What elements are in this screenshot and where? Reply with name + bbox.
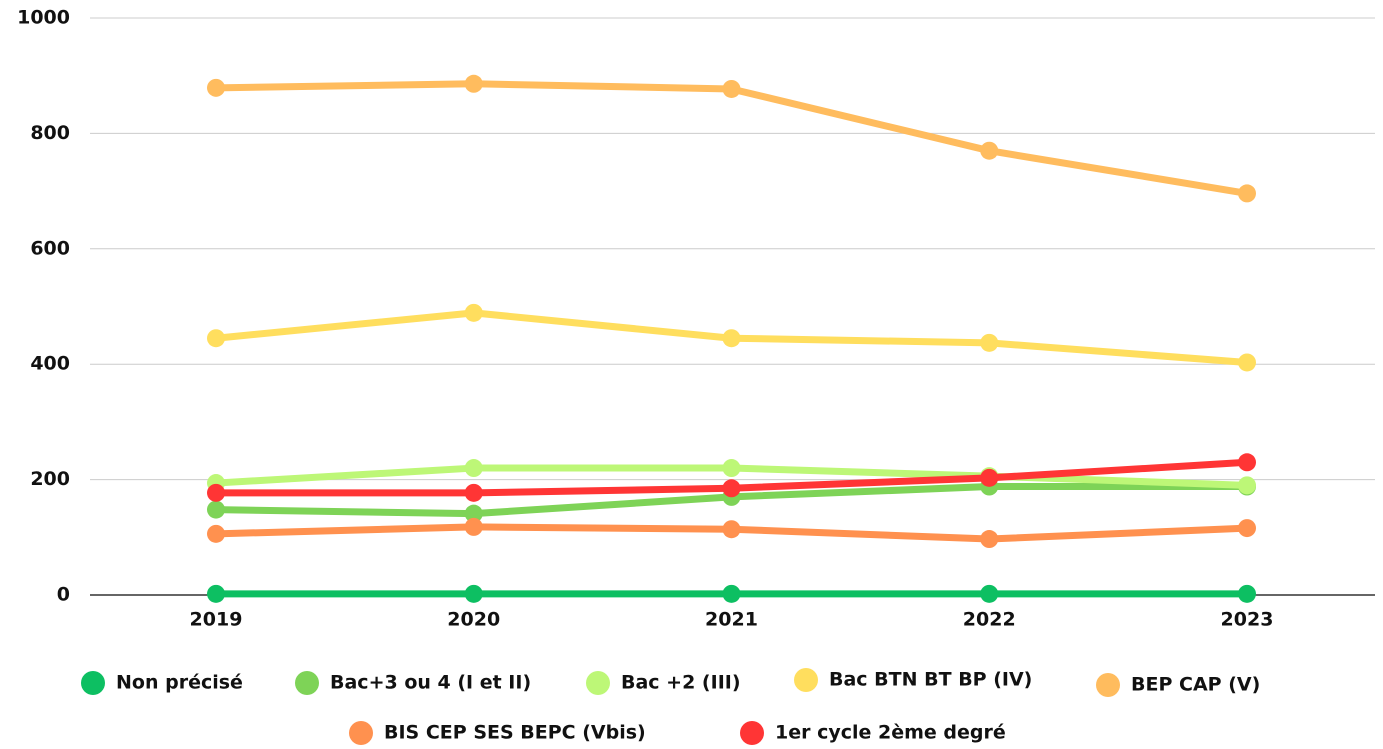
legend-label: Bac BTN BT BP (IV) <box>829 669 1032 691</box>
y-tick-label: 600 <box>30 237 70 259</box>
legend-label: BEP CAP (V) <box>1131 674 1260 696</box>
y-tick-label: 400 <box>30 353 70 375</box>
point <box>1238 519 1256 538</box>
point <box>1238 453 1256 472</box>
legend-label: 1er cycle 2ème degré <box>775 722 1006 744</box>
legend-label: BIS CEP SES BEPC (Vbis) <box>384 722 646 744</box>
point <box>980 141 999 160</box>
legend-label: Bac +2 (III) <box>621 672 741 694</box>
point <box>722 584 741 603</box>
point <box>464 483 483 502</box>
legend-marker <box>349 721 373 745</box>
point <box>207 483 225 502</box>
legend-marker <box>740 721 764 745</box>
point <box>207 78 225 97</box>
point <box>722 79 741 98</box>
point <box>722 459 741 478</box>
point <box>207 524 225 543</box>
point <box>207 329 225 348</box>
x-tick-label: 2020 <box>447 609 500 631</box>
point <box>980 468 999 487</box>
point <box>464 74 483 93</box>
point <box>207 500 225 519</box>
point <box>464 459 483 478</box>
legend-label: Non précisé <box>116 672 243 694</box>
point <box>722 520 741 539</box>
point <box>1238 584 1256 603</box>
point <box>1238 353 1256 372</box>
y-tick-label: 200 <box>30 468 70 490</box>
series-line <box>215 80 1248 197</box>
y-tick-label: 1000 <box>17 7 70 29</box>
point <box>464 584 483 603</box>
x-tick-label: 2019 <box>190 609 243 631</box>
point <box>464 303 483 322</box>
x-tick-label: 2023 <box>1221 609 1274 631</box>
legend-marker <box>1096 673 1120 697</box>
point <box>464 517 483 536</box>
point <box>207 584 225 603</box>
point <box>722 329 741 348</box>
legend-label: Bac+3 ou 4 (I et II) <box>330 672 531 694</box>
point <box>464 504 483 523</box>
legend-marker <box>586 671 610 695</box>
point <box>1238 184 1256 203</box>
point <box>980 584 999 603</box>
point <box>980 530 999 549</box>
x-tick-label: 2022 <box>963 609 1016 631</box>
legend-marker <box>794 668 818 692</box>
point <box>722 479 741 498</box>
legend-marker <box>295 671 319 695</box>
x-tick-label: 2021 <box>705 609 758 631</box>
point <box>1238 476 1256 495</box>
legend-marker <box>81 671 105 695</box>
y-tick-label: 0 <box>57 584 70 606</box>
point <box>980 333 999 352</box>
y-tick-label: 800 <box>30 122 70 144</box>
